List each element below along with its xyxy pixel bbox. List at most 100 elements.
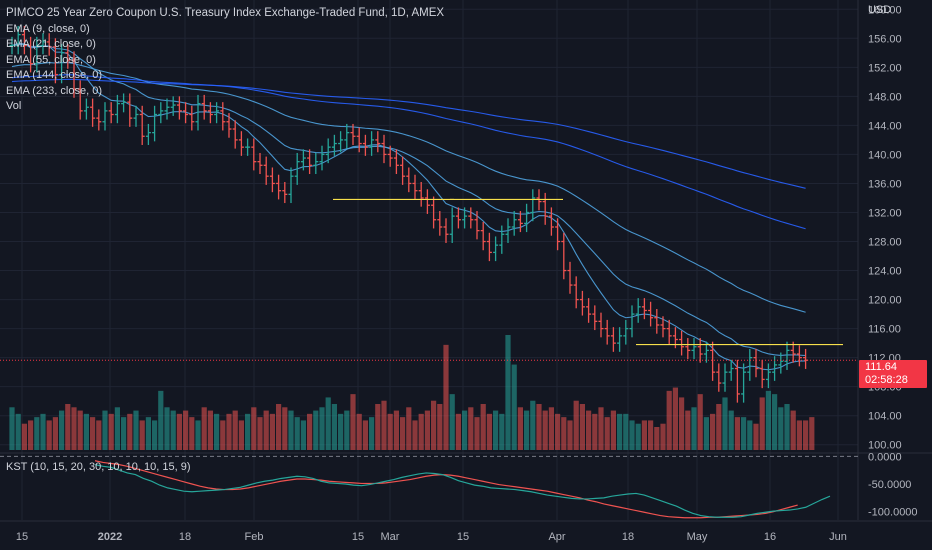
ohlc-bar	[437, 211, 443, 236]
ohlc-bar	[579, 290, 585, 316]
volume-label[interactable]: Vol	[6, 100, 22, 112]
price-tick-label: 156.00	[868, 33, 902, 45]
ohlc-bar	[784, 341, 790, 370]
ohlc-bar	[462, 207, 468, 229]
volume-bar	[245, 413, 251, 450]
ema-21-label[interactable]: EMA (21, close, 0)	[6, 38, 96, 50]
volume-bar	[685, 410, 691, 450]
volume-bar	[325, 397, 331, 450]
volume-bar	[344, 410, 350, 450]
volume-bar	[784, 404, 790, 450]
ohlc-bar	[790, 341, 796, 363]
volume-bar	[152, 420, 158, 450]
ohlc-bar	[269, 167, 275, 193]
volume-bar	[71, 407, 77, 450]
volume-bar	[381, 400, 387, 450]
last-price-value: 111.64	[865, 361, 898, 373]
ohlc-bar	[728, 359, 734, 381]
ohlc-bar	[586, 298, 592, 323]
price-tick-label: 124.00	[868, 266, 902, 278]
volume-bar	[697, 394, 703, 450]
volume-bar	[114, 407, 120, 450]
ohlc-bar	[548, 207, 554, 236]
volume-bar	[741, 417, 747, 450]
ohlc-bar	[356, 127, 362, 153]
ohlc-bar	[679, 330, 685, 356]
ohlc-bar	[77, 80, 83, 120]
volume-bar	[331, 404, 337, 450]
volume-bar	[666, 390, 672, 450]
ohlc-bar	[145, 123, 151, 145]
ohlc-bar	[121, 93, 127, 113]
volume-bar	[369, 417, 375, 450]
ohlc-bar	[195, 94, 201, 131]
volume-bar	[145, 417, 151, 450]
volume-bar	[15, 413, 21, 450]
ohlc-bar	[412, 174, 418, 200]
price-tick-label: 104.00	[868, 411, 902, 423]
ohlc-bar	[83, 98, 89, 120]
ema-9-label[interactable]: EMA (9, close, 0)	[6, 22, 90, 35]
ohlc-bar	[245, 138, 251, 156]
time-tick-label: Mar	[381, 531, 400, 543]
volume-bar	[499, 413, 505, 450]
kst-indicator-label[interactable]: KST (10, 15, 20, 30, 10, 10, 10, 15, 9)	[6, 461, 191, 473]
ohlc-bar	[183, 102, 189, 124]
volume-bar	[276, 404, 282, 450]
ohlc-bar	[232, 120, 238, 149]
volume-bar	[183, 410, 189, 450]
time-tick-label: 18	[179, 531, 191, 543]
last-price-tag: 111.64 02:58:28	[859, 360, 927, 388]
ohlc-bar	[524, 203, 530, 233]
volume-bar	[641, 420, 647, 450]
ohlc-bar	[598, 312, 604, 338]
volume-bar	[300, 420, 306, 450]
volume-bar	[127, 413, 133, 450]
ohlc-bar	[338, 131, 344, 153]
volume-bar	[263, 410, 269, 450]
ohlc-bar	[778, 352, 784, 374]
ohlc-bar	[654, 309, 660, 334]
ema-55-label[interactable]: EMA (55, close, 0)	[6, 53, 96, 66]
ohlc-bar	[108, 102, 114, 124]
ohlc-bar	[431, 196, 437, 229]
ohlc-bar	[691, 338, 697, 360]
ohlc-bar	[34, 36, 40, 73]
volume-bar	[592, 413, 598, 450]
ohlc-bar	[734, 359, 740, 403]
volume-bar	[176, 413, 182, 450]
ohlc-bar	[325, 138, 331, 164]
volume-bar	[610, 410, 616, 450]
ema-21-line	[11, 44, 806, 357]
volume-bar	[418, 413, 424, 450]
kst-line	[94, 464, 831, 518]
time-tick-label: 15	[352, 531, 364, 543]
volume-bar	[449, 394, 455, 450]
time-tick-label: 2022	[98, 531, 122, 543]
volume-bar	[77, 410, 83, 450]
volume-bar	[356, 413, 362, 450]
ohlc-bar	[604, 319, 610, 345]
ema-144-label[interactable]: EMA (144, close, 0)	[6, 69, 102, 81]
ohlc-bar	[362, 134, 368, 156]
ema-233-label[interactable]: EMA (233, close, 0)	[6, 84, 102, 97]
kst-signal-line	[94, 460, 798, 519]
volume-bar	[778, 407, 784, 450]
volume-bar	[443, 344, 449, 450]
volume-bar	[468, 407, 474, 450]
volume-bar	[555, 413, 561, 450]
volume-bar	[617, 413, 623, 450]
volume-bar	[226, 413, 232, 450]
volume-bar	[195, 420, 201, 450]
ohlc-bar	[226, 113, 232, 138]
volume-bar	[598, 407, 604, 450]
chart-title: PIMCO 25 Year Zero Coupon U.S. Treasury …	[6, 7, 445, 19]
volume-bar	[319, 407, 325, 450]
time-tick-label: 18	[622, 531, 634, 543]
volume-bar	[406, 407, 412, 450]
volume-bar	[790, 410, 796, 450]
ohlc-bar	[282, 182, 288, 204]
volume-bar	[207, 410, 213, 450]
bar-countdown: 02:58:28	[865, 374, 908, 386]
